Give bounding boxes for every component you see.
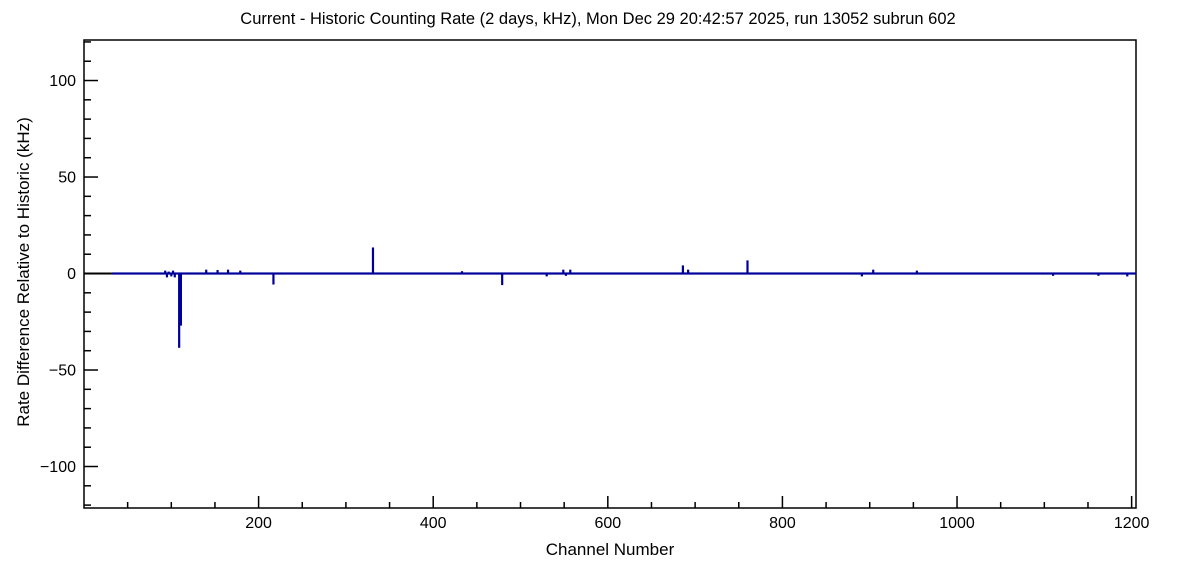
spike-bar: [171, 270, 175, 274]
x-tick-label: 1200: [1114, 515, 1150, 532]
spike-bar: [501, 273, 504, 286]
spike-bar: [226, 269, 230, 274]
spike-bar: [860, 273, 863, 277]
x-tick-label: 800: [769, 515, 796, 532]
x-tick-label: 400: [420, 515, 447, 532]
spike-bar: [371, 247, 375, 274]
spike-bar: [205, 269, 208, 274]
spike-bar: [165, 273, 169, 278]
x-tick-label: 1000: [939, 515, 975, 532]
spike-bar: [872, 269, 875, 274]
spike-bar: [569, 269, 572, 274]
spike-bar: [178, 273, 181, 348]
y-tick-label: 100: [49, 73, 76, 90]
spike-bar: [1126, 273, 1129, 277]
series-baseline: [111, 272, 1137, 275]
spike-bar: [173, 273, 176, 278]
plot-title: Current - Historic Counting Rate (2 days…: [240, 10, 956, 28]
spike-bar: [562, 269, 565, 274]
x-axis-title: Channel Number: [545, 540, 675, 559]
spike-bar: [179, 273, 183, 326]
spike-bar: [167, 271, 170, 274]
spike-bar: [460, 271, 464, 274]
spike-bar: [564, 273, 568, 276]
spike-bar: [164, 270, 167, 274]
spike-bar: [1097, 273, 1100, 276]
spike-bar: [216, 270, 219, 274]
spike-bar: [746, 260, 749, 274]
spike-bar: [687, 269, 690, 274]
x-tick-label: 200: [245, 515, 272, 532]
y-tick-label: 50: [58, 170, 76, 187]
spike-bar: [1051, 273, 1055, 276]
y-tick-label: −50: [49, 363, 76, 380]
y-tick-label: 0: [67, 266, 76, 283]
spike-bar: [272, 273, 275, 285]
baseline-black-segment: [84, 272, 112, 275]
spike-bar: [545, 273, 548, 277]
spike-bar: [239, 270, 242, 274]
y-tick-label: −100: [40, 459, 76, 476]
x-tick-label: 600: [594, 515, 621, 532]
spike-bar: [681, 265, 684, 274]
spike-bar: [170, 273, 173, 277]
spike-bar: [915, 270, 918, 274]
